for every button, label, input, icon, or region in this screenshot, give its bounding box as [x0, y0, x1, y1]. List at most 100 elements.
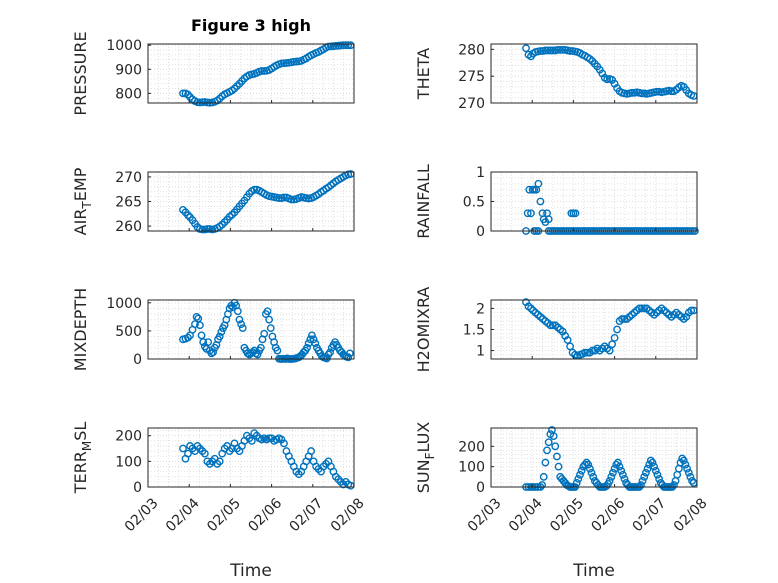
data-point: [563, 336, 572, 344]
data-point: [613, 458, 622, 467]
data-point: [200, 449, 209, 458]
data-point: [541, 46, 550, 55]
data-point: [587, 468, 596, 477]
subplot-mixdepth: 0 500 1000 MIXDEPTH: [71, 288, 355, 371]
data-point: [303, 343, 311, 352]
y-tick-label: 0: [133, 352, 142, 368]
y-tick-label: 1.5: [463, 323, 485, 339]
data-point: [541, 458, 550, 467]
x-tick-label: 02/07: [287, 495, 327, 535]
y-axis-label: SUNFLUX: [414, 422, 437, 494]
y-tick-label: 275: [458, 69, 485, 85]
data-point: [215, 457, 224, 466]
data-point: [558, 46, 567, 54]
data-point: [308, 331, 316, 340]
y-tick-label: 500: [115, 324, 142, 340]
data-point: [566, 47, 575, 55]
y-tick-label: 0: [476, 224, 485, 240]
data-point: [339, 41, 348, 50]
data-point: [605, 346, 614, 355]
data-point: [536, 197, 545, 206]
axes-box: [147, 299, 355, 360]
data-point: [607, 472, 616, 481]
y-tick-label: 260: [115, 219, 142, 235]
data-point: [257, 67, 266, 75]
data-point: [275, 194, 283, 202]
subplot-terr-msl: 0 100 200 02/03 02/04 02/05 02/06 02/07 02/08 TER…: [71, 422, 368, 536]
data-point: [184, 211, 192, 220]
data-point: [571, 209, 580, 218]
data-point: [307, 447, 316, 455]
axes-box: [490, 43, 698, 104]
subplot-sun-flux: 0 100 200 02/03 02/04 02/05 02/06 02/07 02/08 SUN…: [414, 422, 711, 535]
data-point: [273, 346, 282, 355]
data-point: [608, 340, 617, 349]
x-tick-label: 02/06: [588, 495, 628, 535]
data-point: [674, 464, 683, 473]
data-point: [554, 462, 563, 471]
data-point: [197, 331, 206, 340]
y-tick-label: 0: [133, 480, 142, 496]
y-tick-label: 1000: [106, 38, 142, 54]
data-point: [196, 321, 204, 330]
data-point: [238, 324, 247, 332]
x-tick-label: 02/03: [465, 495, 505, 535]
data-point: [543, 446, 551, 455]
data-point: [341, 41, 350, 50]
data-point: [306, 335, 315, 344]
data-point: [247, 436, 256, 445]
y-tick-label: 280: [458, 42, 485, 58]
y-tick-label: 0.5: [463, 195, 485, 211]
data-point: [671, 476, 680, 485]
data-point: [309, 335, 318, 344]
data-point: [652, 87, 661, 96]
data-point: [280, 439, 288, 448]
data-point: [184, 333, 192, 342]
data-point: [679, 456, 688, 465]
data-point: [688, 476, 696, 485]
data-point: [344, 41, 353, 50]
y-tick-label: 100: [115, 454, 142, 470]
data-point: [266, 324, 275, 332]
data-point: [549, 432, 558, 441]
data-point: [527, 304, 535, 313]
data-point: [581, 348, 589, 357]
data-point: [184, 449, 192, 458]
data-point: [194, 314, 203, 323]
data-point: [280, 193, 288, 202]
data-point: [640, 472, 649, 481]
data-point: [670, 481, 678, 489]
data-point: [265, 315, 274, 324]
x-axis-label-right: Time: [572, 561, 615, 581]
data-point: [628, 88, 636, 97]
subplot-theta: 270 275 280 THETA: [414, 42, 698, 112]
data-point: [613, 325, 621, 334]
y-tick-label: 265: [115, 195, 142, 211]
data-point: [287, 195, 296, 204]
axes-box: [147, 43, 355, 104]
y-axis-label: MIXDEPTH: [71, 288, 90, 371]
data-point: [553, 452, 561, 461]
y-tick-label: 2: [476, 301, 485, 317]
y-tick-label: 0: [476, 480, 485, 496]
data-point: [577, 466, 586, 475]
data-point: [179, 444, 187, 453]
x-tick-label: 02/05: [204, 495, 244, 535]
data-point: [646, 456, 655, 465]
data-point: [667, 87, 676, 96]
x-tick-label: 02/05: [547, 495, 587, 535]
data-point: [551, 442, 560, 451]
data-point: [191, 320, 199, 329]
data-point: [179, 89, 187, 98]
data-point: [235, 315, 244, 324]
data-point: [584, 460, 593, 469]
data-point: [615, 462, 624, 471]
data-point: [546, 46, 555, 55]
y-axis-label: RAINFALL: [414, 164, 433, 239]
data-point: [204, 338, 213, 347]
data-point: [637, 304, 646, 313]
y-tick-label: 100: [458, 460, 485, 476]
data-point: [534, 179, 543, 188]
